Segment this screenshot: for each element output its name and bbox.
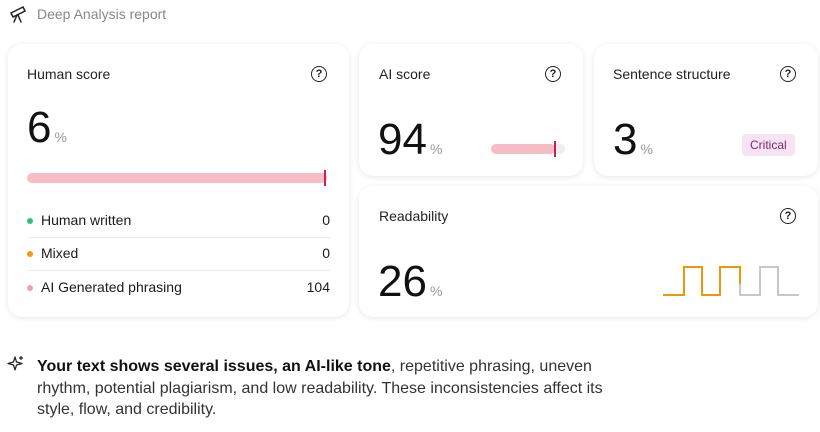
- row-label: Mixed: [41, 245, 79, 261]
- separator: [27, 237, 330, 238]
- separator: [27, 270, 330, 271]
- sparkle-icon: [7, 356, 23, 371]
- readability-graphic: [663, 266, 799, 296]
- row: Mixed 0: [27, 237, 330, 270]
- row-count: 0: [322, 212, 330, 228]
- score-value: 3: [613, 115, 638, 164]
- score-unit: %: [54, 129, 67, 145]
- row: Human written 0: [27, 204, 330, 237]
- ai-score-card: AI score ? 94%: [359, 44, 583, 176]
- score-unit: %: [429, 141, 443, 157]
- row-count: 104: [306, 279, 330, 295]
- human-score-card: Human score ? 6% Human written 0 Mixed 0 A…: [8, 44, 349, 317]
- score-value: 26: [378, 257, 427, 306]
- summary-text: , repetitive phrasing, uneven rhythm, po…: [37, 358, 603, 418]
- progress-marker: [554, 141, 556, 157]
- help-button[interactable]: ?: [545, 66, 561, 82]
- score-value: 94: [378, 115, 427, 164]
- row: AI Generated phrasing 104: [27, 271, 330, 304]
- readability-card: Readability ? 26%: [359, 186, 818, 317]
- card-title: Human score: [27, 66, 111, 82]
- telescope-icon: [9, 5, 27, 23]
- row-label: Human written: [41, 212, 132, 228]
- help-button[interactable]: ?: [311, 66, 327, 82]
- sentence-structure-card: Sentence structure ? 3% Critical: [594, 44, 818, 176]
- status-badge: Critical: [742, 134, 795, 156]
- row-label: AI Generated phrasing: [41, 279, 182, 295]
- row-count: 0: [322, 245, 330, 261]
- score: 26%: [378, 260, 442, 313]
- progress-marker: [324, 170, 326, 186]
- score: 3%: [613, 118, 653, 171]
- score: 6%: [27, 106, 67, 159]
- score-unit: %: [429, 283, 443, 299]
- help-button[interactable]: ?: [780, 66, 796, 82]
- score-value: 6: [27, 103, 52, 152]
- help-button[interactable]: ?: [780, 208, 796, 224]
- score: 94%: [378, 118, 442, 171]
- progress-bar: [491, 144, 555, 154]
- score-unit: %: [640, 141, 653, 157]
- progress-bar: [27, 173, 327, 183]
- summary-bold: Your text shows several issues, an AI-li…: [37, 358, 391, 375]
- card-title: AI score: [379, 66, 431, 82]
- header-title: Deep Analysis report: [37, 6, 167, 22]
- summary: Your text shows several issues, an AI-li…: [37, 356, 637, 421]
- card-title: Readability: [379, 208, 449, 224]
- card-title: Sentence structure: [613, 66, 731, 82]
